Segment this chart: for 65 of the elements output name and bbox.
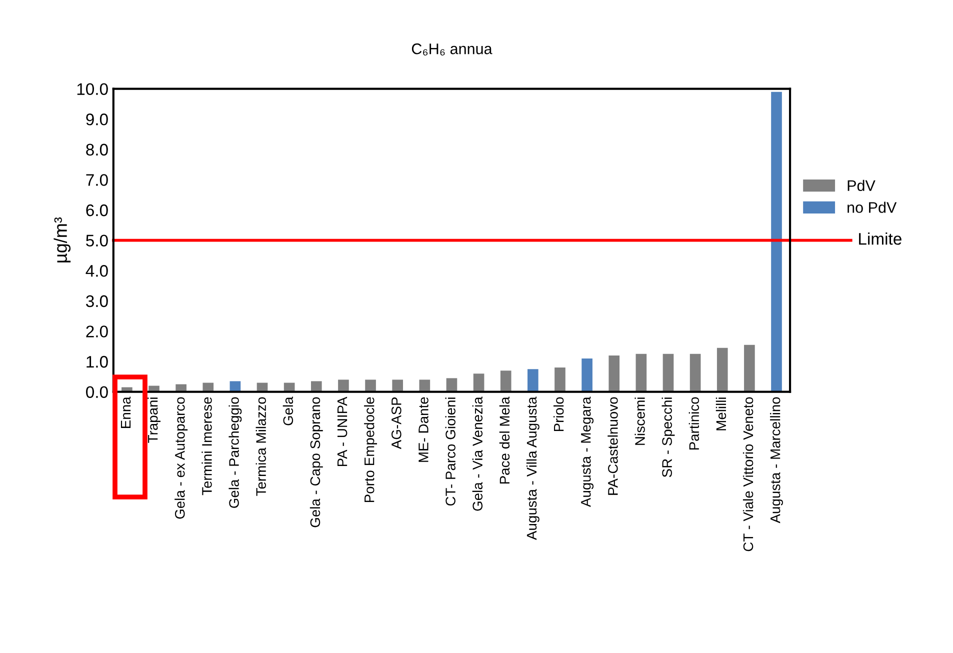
bar [365, 380, 376, 392]
bar [176, 384, 186, 392]
legend-label: PdV [848, 180, 876, 192]
x-tick-label: Porto Empedocle [364, 397, 377, 502]
x-tick-label: PA-Castelnuovo [608, 397, 618, 495]
x-tick-label: CT- Parco Gioieni [445, 398, 456, 506]
y-tick-label: 3.0 [86, 295, 108, 308]
x-tick-label: Augusta - Villa Augusta [526, 396, 540, 540]
chart-title: C₆H₆ annua [412, 43, 492, 56]
ref-line-label: Limite [859, 232, 902, 245]
x-tick-label: Enna [120, 396, 131, 428]
x-tick-label: Gela - Parcheggio [228, 397, 242, 508]
bar [230, 381, 241, 392]
bar [446, 378, 458, 392]
x-tick-label: Augusta - Megara [581, 396, 594, 508]
y-tick-label: 7.0 [86, 174, 108, 186]
x-tick-label: SR - Specchi [662, 398, 675, 478]
y-tick-label: 10.0 [77, 83, 108, 96]
y-tick-label: 5.0 [86, 234, 108, 247]
x-tick-label: Gela - ex Autoparco [174, 397, 188, 519]
y-tick-label: 0.0 [86, 386, 108, 398]
bar [716, 348, 728, 392]
bar [608, 355, 620, 392]
legend-label: no PdV [848, 202, 897, 213]
bar [284, 382, 295, 392]
x-tick-label: PA - UNIPA [338, 396, 348, 466]
bar [554, 368, 566, 392]
bar [528, 369, 538, 392]
y-tick-label: 6.0 [86, 204, 108, 216]
x-tick-label: Termini Imerese [202, 397, 212, 496]
bar [392, 380, 404, 392]
y-tick-label: 4.0 [86, 265, 108, 277]
bar [202, 382, 214, 392]
bar [636, 354, 647, 392]
bar [771, 92, 782, 392]
x-tick-label: Gela - Via Venezia [472, 396, 483, 511]
x-tick-label: Trapani [148, 398, 160, 443]
x-tick-label: Termica Milazzo [256, 397, 266, 496]
x-tick-label: CT - Viale Vittorio Veneto [742, 397, 754, 552]
bar [148, 386, 160, 392]
y-tick-label: 9.0 [86, 114, 108, 126]
x-tick-label: Partinico [688, 397, 700, 450]
bar [582, 358, 592, 392]
x-tick-label: Augusta - Marcellino [770, 397, 783, 524]
bar [310, 381, 322, 392]
x-tick-label: AG-ASP [391, 397, 402, 450]
x-tick-label: Pace del Mela [499, 396, 510, 484]
y-axis-title: µg/m³ [54, 217, 71, 262]
bar [744, 344, 755, 392]
x-tick-label: Gela - Capo Soprano [310, 397, 323, 528]
x-tick-label: Priolo [554, 397, 564, 432]
y-tick-label: 8.0 [86, 144, 108, 156]
bar [256, 382, 268, 392]
x-tick-label: Gela [282, 396, 294, 426]
x-tick-label: ME- Dante [418, 397, 428, 462]
y-tick-label: 1.0 [86, 356, 108, 368]
bar [419, 380, 430, 392]
bar [500, 370, 512, 392]
bar [690, 354, 701, 392]
bar [662, 354, 674, 392]
y-tick-label: 2.0 [86, 326, 108, 338]
bar [338, 380, 349, 392]
x-tick-label: Niscemi [634, 398, 645, 445]
x-tick-label: Melilli [716, 398, 726, 430]
bar [473, 374, 484, 392]
